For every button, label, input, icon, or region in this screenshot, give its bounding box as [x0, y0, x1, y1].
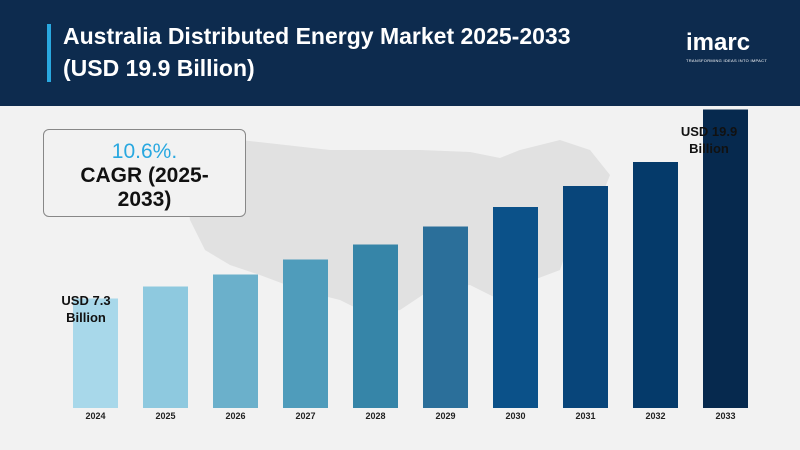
end-value-label-line-1: USD 19.9	[681, 124, 737, 139]
end-value-label-line-2: Billion	[689, 141, 729, 156]
title-line-2: (USD 19.9 Billion)	[63, 55, 255, 81]
bar-2031	[563, 186, 608, 408]
x-tick-label-2025: 2025	[155, 411, 175, 421]
cagr-label-line-1: CAGR (2025-	[80, 164, 209, 187]
x-tick-label-2033: 2033	[715, 411, 735, 421]
page-title: Australia Distributed Energy Market 2025…	[63, 20, 663, 84]
bar-2030	[493, 207, 538, 408]
header-banner: Australia Distributed Energy Market 2025…	[0, 0, 800, 106]
title-accent-bar	[47, 24, 51, 82]
cagr-callout: 10.6%. CAGR (2025- 2033)	[43, 129, 246, 217]
imarc-logo: imarc TRANSFORMING IDEAS INTO IMPACT	[686, 30, 776, 70]
logo-tagline: TRANSFORMING IDEAS INTO IMPACT	[686, 58, 768, 63]
bar-2033	[703, 109, 748, 408]
bar-2026	[213, 274, 258, 408]
start-value-label-line-1: USD 7.3	[61, 293, 110, 308]
bar-2024	[73, 298, 118, 408]
x-tick-label-2030: 2030	[505, 411, 525, 421]
bar-2027	[283, 259, 328, 408]
x-tick-label-2032: 2032	[645, 411, 665, 421]
bar-2028	[353, 244, 398, 408]
cagr-value: 10.6%.	[111, 140, 178, 163]
x-tick-label-2031: 2031	[575, 411, 595, 421]
x-tick-label-2029: 2029	[435, 411, 455, 421]
start-value-label-line-2: Billion	[66, 310, 106, 325]
x-tick-label-2026: 2026	[225, 411, 245, 421]
bar-2029	[423, 226, 468, 408]
x-tick-labels: 2024 2025 2026 2027 2028 2029 2030 2031 2032 2033	[85, 411, 735, 421]
x-tick-label-2024: 2024	[85, 411, 105, 421]
title-line-1: Australia Distributed Energy Market 2025…	[63, 23, 571, 49]
x-tick-label-2027: 2027	[295, 411, 315, 421]
cagr-label-line-2: 2033)	[117, 188, 172, 211]
bar-2032	[633, 162, 678, 408]
x-tick-label-2028: 2028	[365, 411, 385, 421]
logo-text: imarc	[686, 29, 751, 56]
bar-group	[73, 109, 748, 408]
bar-2025	[143, 286, 188, 408]
